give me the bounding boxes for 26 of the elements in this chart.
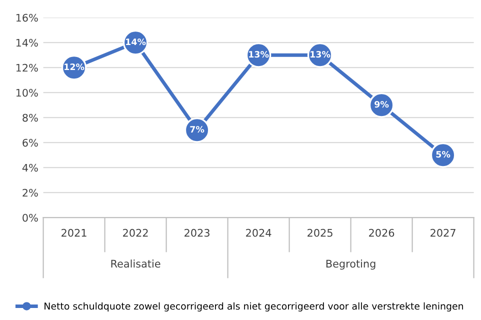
text: Realisatie bbox=[111, 260, 160, 268]
x-tick-label: 2023 bbox=[184, 228, 210, 237]
y-tick-label: 10% bbox=[16, 88, 38, 97]
data-label: 9% bbox=[374, 101, 389, 108]
x-tick-label: 2027 bbox=[430, 228, 456, 237]
x-tick-label: 2026 bbox=[369, 228, 394, 237]
x-tick-label: 2022 bbox=[123, 228, 148, 237]
x-tick-label: 2021 bbox=[62, 228, 86, 237]
data-label: 13% bbox=[310, 51, 330, 58]
y-tick-label: 6% bbox=[22, 138, 38, 147]
data-label: 7% bbox=[190, 126, 204, 133]
data-label: 5% bbox=[436, 151, 450, 158]
x-tick-label: 2024 bbox=[246, 228, 272, 237]
legend-label: Netto schuldquote zowel gecorrigeerd als niet gecorrigeerd voor alle verstrekte leningen bbox=[44, 302, 463, 312]
y-tick-label: 12% bbox=[16, 64, 38, 72]
y-tick-label: 0% bbox=[22, 214, 38, 222]
text: Begroting bbox=[326, 260, 376, 270]
data-label: 12% bbox=[64, 64, 84, 70]
y-tick-label: 4% bbox=[22, 164, 38, 172]
x-tick-label: 2025 bbox=[308, 228, 332, 237]
data-label: 14% bbox=[126, 38, 146, 46]
y-tick-label: 2% bbox=[22, 188, 38, 197]
y-tick-label: 16% bbox=[16, 14, 38, 22]
y-tick-label: 8% bbox=[22, 114, 38, 122]
data-label: 13% bbox=[249, 51, 269, 58]
y-tick-label: 14% bbox=[16, 38, 38, 47]
